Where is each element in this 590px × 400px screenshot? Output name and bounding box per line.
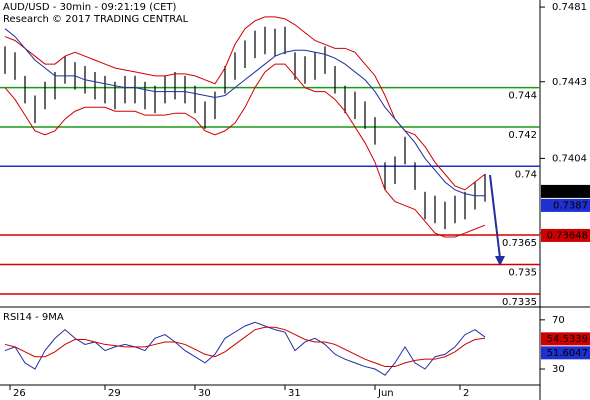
x-tick-label: 31	[288, 388, 301, 399]
price-label: 0.73648	[547, 230, 588, 241]
level-label: 0.7335	[502, 297, 537, 308]
y-tick-label: 30	[552, 364, 565, 375]
x-tick-label: 2	[463, 388, 469, 399]
price-label: 54.5339	[547, 334, 588, 345]
x-tick-label: 29	[108, 388, 121, 399]
y-tick-label: 70	[552, 315, 565, 326]
level-label: 0.742	[508, 130, 537, 141]
series-line	[4, 321, 486, 376]
forecast-arrow	[489, 174, 501, 259]
chart-title: AUD/USD - 30min - 09:21:19 (CET)	[3, 2, 177, 13]
x-tick-label: 30	[198, 388, 211, 399]
x-tick-label: 26	[13, 388, 26, 399]
price-label: 0.7387	[553, 200, 588, 211]
level-label: 0.7365	[502, 238, 537, 249]
level-label: 0.735	[508, 268, 537, 279]
y-tick-label: 0.7443	[552, 77, 587, 88]
chart-subtitle: Research © 2017 TRADING CENTRAL	[3, 14, 189, 25]
price-label-box	[541, 198, 590, 212]
y-tick-label: 0.7404	[552, 153, 587, 164]
level-label: 0.744	[508, 91, 537, 102]
price-label-box	[541, 184, 590, 198]
forecast-arrowhead	[495, 256, 505, 266]
series-line	[4, 326, 486, 368]
price-label-box	[541, 332, 590, 346]
x-tick-label: Jun	[377, 388, 394, 399]
price-label-box	[541, 228, 590, 242]
y-tick-label: 0.7481	[552, 2, 587, 13]
level-label: 0.74	[515, 169, 537, 180]
series-line	[4, 63, 486, 238]
price-label: 0.73872	[547, 186, 588, 197]
rsi-title: RSI14 - 9MA	[3, 312, 64, 323]
price-label-box	[541, 346, 590, 360]
price-label: 51.6047	[547, 348, 588, 359]
series-line	[4, 28, 485, 197]
